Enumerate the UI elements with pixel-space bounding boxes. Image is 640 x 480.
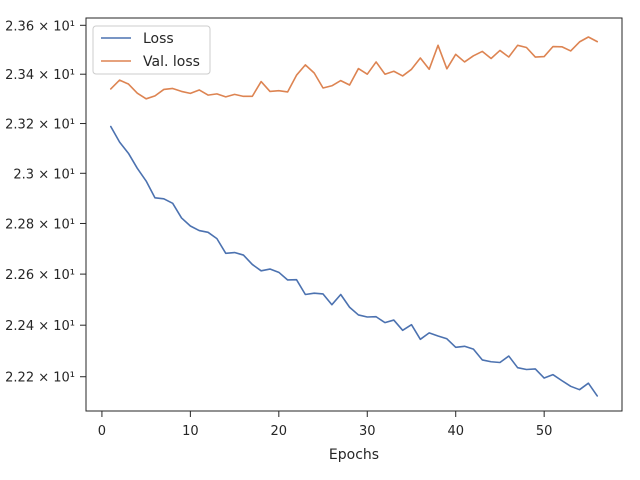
y-tick-label: 2.36 × 10¹	[5, 19, 75, 34]
x-tick-label: 50	[536, 424, 553, 439]
y-tick-label: 2.28 × 10¹	[5, 217, 75, 232]
legend-label-val-loss: Val. loss	[143, 54, 200, 70]
legend-label-loss: Loss	[143, 31, 174, 47]
y-tick-label: 2.24 × 10¹	[5, 319, 75, 334]
x-tick-label: 0	[98, 424, 106, 439]
series-line-loss	[109, 125, 599, 397]
series-line-val-loss	[109, 36, 599, 100]
x-tick-label: 10	[182, 424, 199, 439]
y-axis-ticks: 2.22 × 10¹ 2.24 × 10¹ 2.26 × 10¹ 2.28 × 10¹…	[5, 19, 86, 386]
x-tick-label: 40	[447, 424, 464, 439]
y-tick-label: 2.34 × 10¹	[5, 68, 75, 83]
y-tick-label: 2.3 × 10¹	[13, 167, 75, 182]
x-tick-label: 20	[271, 424, 288, 439]
plot-area	[85, 17, 623, 412]
y-tick-label: 2.26 × 10¹	[5, 268, 75, 283]
y-tick-label: 2.22 × 10¹	[5, 371, 75, 386]
x-axis-ticks: 0 10 20 30 40 50	[98, 411, 553, 439]
legend: Loss Val. loss	[92, 25, 211, 75]
x-tick-label: 30	[359, 424, 376, 439]
y-tick-label: 2.32 × 10¹	[5, 118, 75, 133]
series-layer	[109, 36, 599, 397]
x-axis-label: Epochs	[329, 447, 379, 463]
